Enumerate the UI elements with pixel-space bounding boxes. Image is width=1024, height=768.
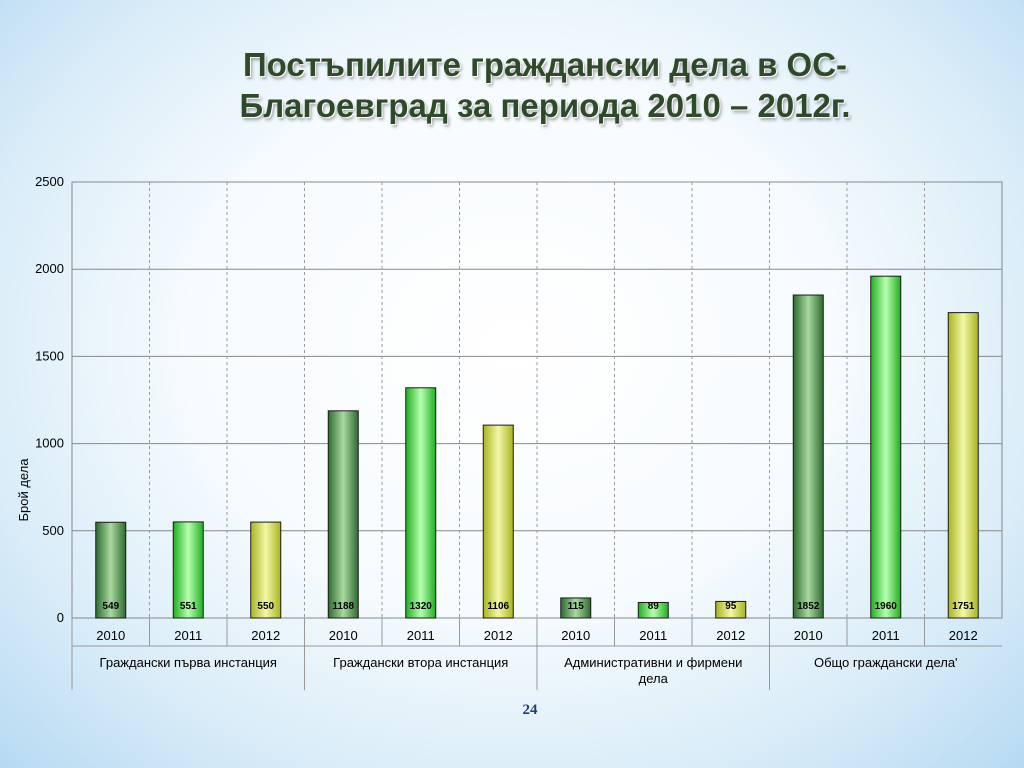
group-label: Граждански първа инстанция (100, 655, 277, 670)
bar-2012 (947, 312, 979, 619)
y-tick-label: 500 (42, 523, 64, 538)
group-label: Общо граждански дела' (814, 655, 958, 670)
y-tick-label: 1000 (35, 436, 64, 451)
bar-2012 (482, 424, 514, 619)
x-tick-label: 2010 (794, 628, 823, 643)
slide-title: Постъпилите граждански дела в ОС- Благое… (0, 44, 1024, 126)
bar-2012 (250, 521, 282, 619)
bar-2011 (405, 387, 437, 619)
data-label: 95 (725, 601, 737, 612)
group-label: Административни и фирмени (564, 655, 742, 670)
y-tick-label: 0 (57, 610, 64, 625)
data-label: 1852 (797, 601, 820, 612)
y-tick-label: 1500 (35, 348, 64, 363)
data-label: 89 (648, 601, 660, 612)
x-tick-label: 2012 (949, 628, 978, 643)
x-tick-label: 2010 (561, 628, 590, 643)
bar-2010 (95, 521, 127, 619)
x-tick-label: 2010 (329, 628, 358, 643)
data-label: 549 (102, 601, 119, 612)
data-label: 1960 (875, 601, 898, 612)
x-tick-label: 2011 (639, 628, 667, 643)
x-tick-label: 2012 (484, 628, 513, 643)
data-label: 550 (257, 601, 274, 612)
y-axis-label: Брой дела (16, 458, 31, 522)
bar-2011 (870, 275, 902, 619)
bar-2011 (637, 601, 669, 619)
group-label: Граждански втора инстанция (333, 655, 508, 670)
bar-2010 (560, 597, 592, 619)
bar-2011 (172, 521, 204, 619)
page-number: 24 (522, 702, 538, 718)
data-label: 1188 (332, 601, 354, 612)
x-tick-label: 2012 (251, 628, 280, 643)
group-label: дела (639, 671, 669, 686)
data-label: 1320 (410, 601, 433, 612)
x-tick-label: 2011 (407, 628, 435, 643)
slide-title-line2: Благоевград за периода 2010 – 2012г. (239, 87, 851, 124)
data-label: 115 (568, 601, 585, 612)
x-tick-label: 2011 (872, 628, 900, 643)
bar-2010 (792, 294, 824, 619)
x-tick-label: 2011 (174, 628, 202, 643)
x-tick-label: 2012 (716, 628, 745, 643)
x-tick-label: 2010 (96, 628, 125, 643)
bar-2012 (715, 600, 747, 619)
y-tick-label: 2000 (35, 261, 64, 276)
data-label: 1106 (487, 601, 509, 612)
slide-title-line1: Постъпилите граждански дела в ОС- (242, 46, 848, 83)
bar-2010 (327, 410, 359, 619)
y-tick-label: 2500 (35, 174, 64, 189)
data-label: 551 (180, 601, 197, 612)
data-label: 1751 (952, 601, 975, 612)
